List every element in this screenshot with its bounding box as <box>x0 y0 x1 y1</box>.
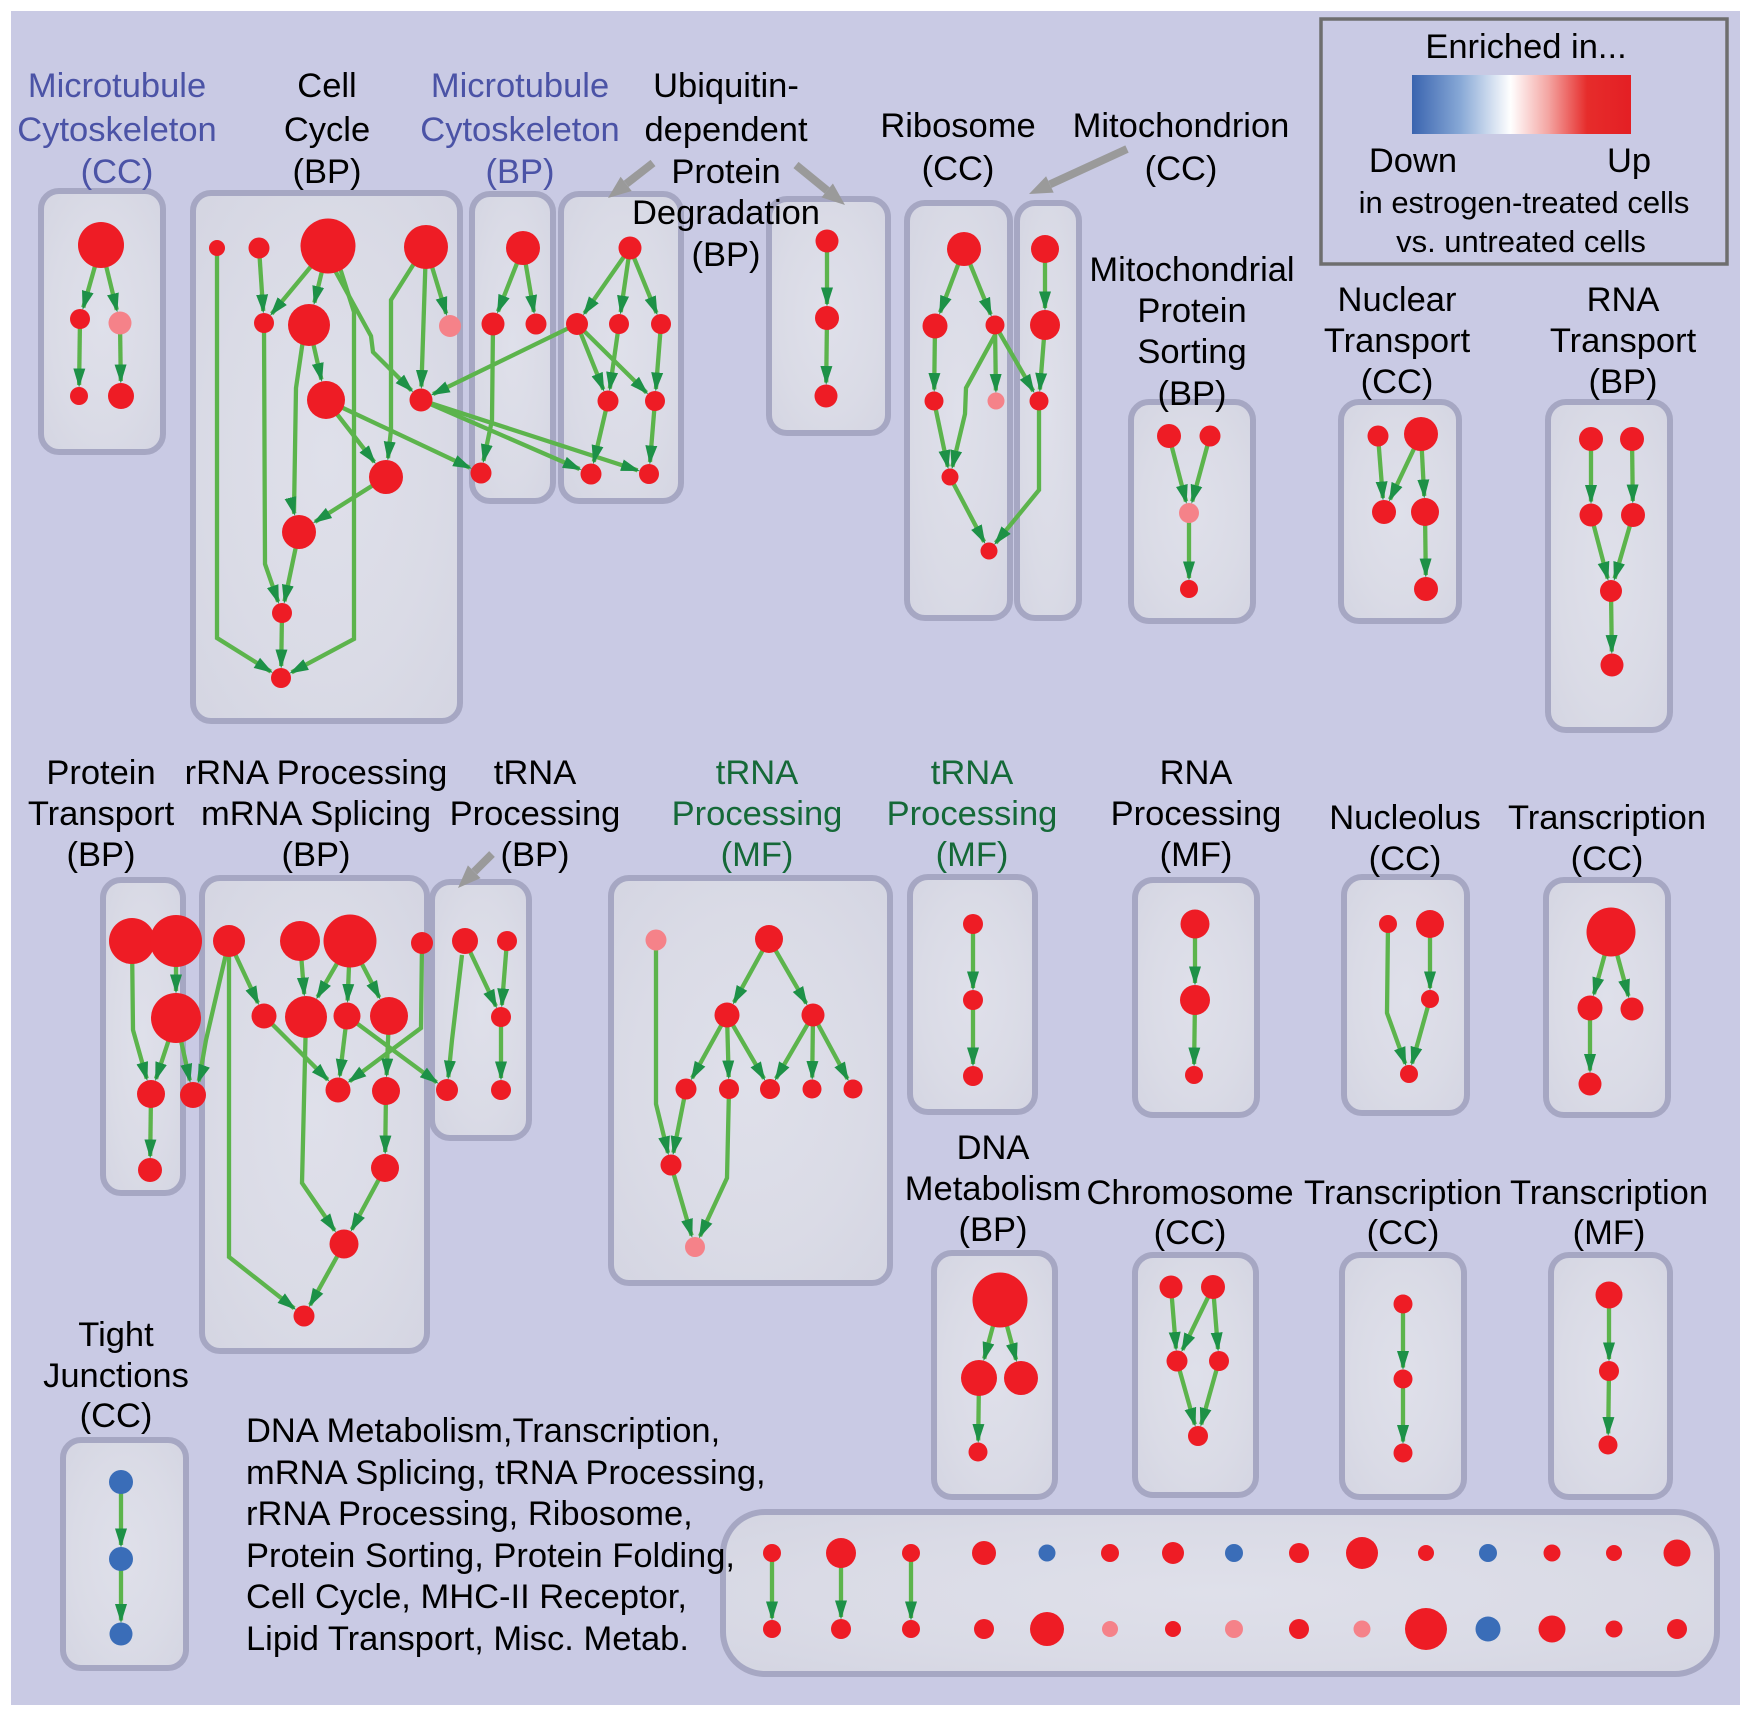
svg-text:Nucleolus: Nucleolus <box>1329 799 1481 837</box>
svg-text:(CC): (CC) <box>1571 840 1644 878</box>
svg-text:Up: Up <box>1607 142 1651 180</box>
svg-text:(BP): (BP) <box>959 1211 1028 1249</box>
svg-text:Transport: Transport <box>1550 322 1697 360</box>
svg-text:Protein Sorting, Protein Foldi: Protein Sorting, Protein Folding, <box>246 1537 735 1575</box>
svg-text:(BP): (BP) <box>67 836 136 874</box>
svg-text:Tight: Tight <box>78 1316 154 1354</box>
svg-text:Microtubule: Microtubule <box>28 67 206 105</box>
svg-text:Ribosome: Ribosome <box>880 107 1035 145</box>
svg-text:Chromosome: Chromosome <box>1086 1174 1293 1212</box>
svg-text:Mitochondrion: Mitochondrion <box>1073 107 1290 145</box>
svg-text:Transcription: Transcription <box>1304 1174 1502 1212</box>
svg-text:rRNA Processing: rRNA Processing <box>185 754 448 792</box>
svg-text:(BP): (BP) <box>282 836 351 874</box>
svg-text:Transport: Transport <box>28 795 175 833</box>
svg-text:Metabolism: Metabolism <box>905 1170 1081 1208</box>
svg-text:Cycle: Cycle <box>284 111 370 149</box>
svg-text:tRNA: tRNA <box>931 754 1013 792</box>
svg-text:(CC): (CC) <box>1367 1214 1440 1252</box>
svg-text:mRNA Splicing, tRNA Processing: mRNA Splicing, tRNA Processing, <box>246 1454 766 1492</box>
svg-text:(CC): (CC) <box>80 1397 153 1435</box>
svg-text:(BP): (BP) <box>692 236 761 274</box>
svg-text:RNA: RNA <box>1160 754 1233 792</box>
svg-text:Ubiquitin-: Ubiquitin- <box>653 67 799 105</box>
svg-text:(CC): (CC) <box>1369 840 1442 878</box>
svg-text:(MF): (MF) <box>1573 1214 1646 1252</box>
svg-text:(BP): (BP) <box>486 153 555 191</box>
svg-text:Nuclear: Nuclear <box>1338 281 1457 319</box>
svg-text:tRNA: tRNA <box>494 754 576 792</box>
svg-text:Protein: Protein <box>671 153 780 191</box>
svg-text:(MF): (MF) <box>936 836 1009 874</box>
svg-text:tRNA: tRNA <box>716 754 798 792</box>
svg-text:Enriched in...: Enriched in... <box>1425 28 1626 66</box>
svg-text:(BP): (BP) <box>1158 375 1227 413</box>
svg-text:in estrogen-treated cells: in estrogen-treated cells <box>1359 185 1690 220</box>
svg-text:Protein: Protein <box>1137 292 1246 330</box>
svg-text:Junctions: Junctions <box>43 1357 189 1395</box>
svg-text:rRNA Processing, Ribosome,: rRNA Processing, Ribosome, <box>246 1495 693 1533</box>
svg-text:DNA Metabolism,Transcription,: DNA Metabolism,Transcription, <box>246 1412 720 1450</box>
svg-text:(MF): (MF) <box>1160 836 1233 874</box>
svg-text:dependent: dependent <box>644 111 807 149</box>
svg-text:vs. untreated cells: vs. untreated cells <box>1396 224 1646 259</box>
svg-text:Down: Down <box>1369 142 1457 180</box>
svg-text:(BP): (BP) <box>293 153 362 191</box>
svg-text:(CC): (CC) <box>81 153 154 191</box>
svg-text:Cell Cycle, MHC-II Receptor,: Cell Cycle, MHC-II Receptor, <box>246 1578 687 1616</box>
svg-text:(CC): (CC) <box>1145 150 1218 188</box>
svg-text:Processing: Processing <box>887 795 1058 833</box>
svg-text:(BP): (BP) <box>501 836 570 874</box>
svg-text:Sorting: Sorting <box>1137 333 1246 371</box>
svg-text:Cell: Cell <box>297 67 356 105</box>
svg-text:Transcription: Transcription <box>1508 799 1706 837</box>
svg-text:Processing: Processing <box>1111 795 1282 833</box>
svg-text:(CC): (CC) <box>922 150 995 188</box>
svg-text:RNA: RNA <box>1587 281 1660 319</box>
svg-text:Protein: Protein <box>46 754 155 792</box>
svg-text:(CC): (CC) <box>1361 363 1434 401</box>
svg-text:DNA: DNA <box>957 1129 1030 1167</box>
svg-text:(BP): (BP) <box>1589 363 1658 401</box>
svg-text:Mitochondrial: Mitochondrial <box>1089 251 1294 289</box>
svg-text:Degradation: Degradation <box>632 194 820 232</box>
svg-text:Lipid Transport, Misc. Metab.: Lipid Transport, Misc. Metab. <box>246 1620 689 1658</box>
svg-text:Processing: Processing <box>450 795 621 833</box>
svg-text:Cytoskeleton: Cytoskeleton <box>17 111 216 149</box>
svg-text:mRNA Splicing: mRNA Splicing <box>201 795 431 833</box>
svg-text:Transport: Transport <box>1324 322 1471 360</box>
svg-text:(MF): (MF) <box>721 836 794 874</box>
svg-text:Cytoskeleton: Cytoskeleton <box>420 111 619 149</box>
svg-text:(CC): (CC) <box>1154 1214 1227 1252</box>
svg-text:Transcription: Transcription <box>1510 1174 1708 1212</box>
svg-text:Microtubule: Microtubule <box>431 67 609 105</box>
svg-text:Processing: Processing <box>672 795 843 833</box>
